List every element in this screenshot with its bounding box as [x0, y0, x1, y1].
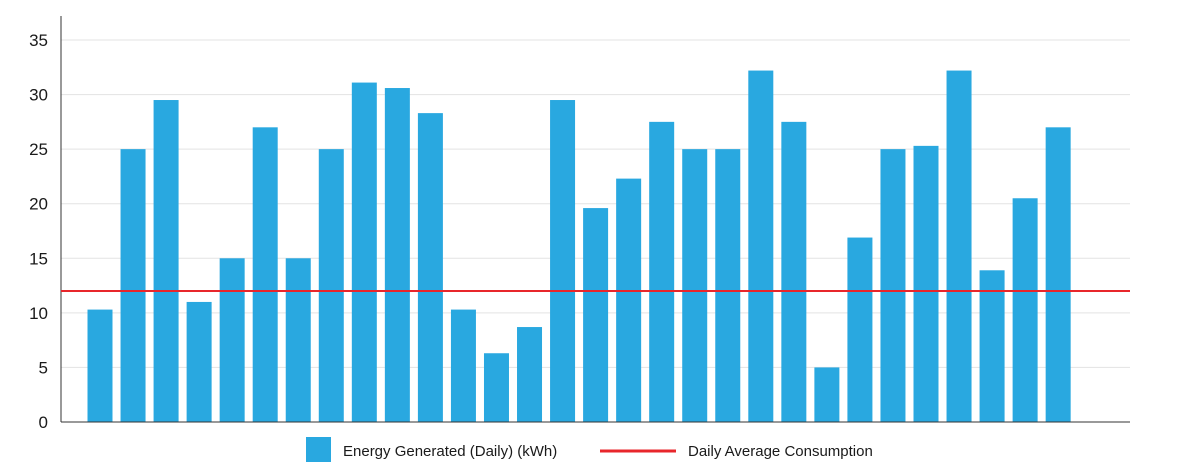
- bar: [483, 353, 509, 422]
- bar: [1012, 198, 1038, 422]
- y-axis-ticks: 0 5 10 15 20 25 30 35: [29, 31, 48, 432]
- bar: [186, 301, 212, 422]
- bar: [550, 100, 576, 423]
- bar: [219, 258, 245, 422]
- legend-label-energy: Energy Generated (Daily) (kWh): [343, 443, 557, 460]
- bar: [153, 100, 179, 423]
- bar: [682, 149, 708, 422]
- bar: [252, 127, 278, 423]
- bar: [715, 149, 741, 422]
- bar: [318, 149, 344, 422]
- bar: [583, 208, 609, 422]
- bar: [120, 149, 146, 422]
- legend-bar-swatch: [306, 437, 331, 462]
- bar: [814, 367, 840, 422]
- y-tick-label: 0: [39, 413, 48, 432]
- bar: [847, 237, 873, 422]
- bar: [979, 270, 1005, 422]
- bar: [946, 70, 972, 422]
- bar: [351, 82, 377, 423]
- y-tick-label: 15: [29, 249, 48, 268]
- bar: [87, 309, 113, 422]
- bar: [384, 88, 410, 422]
- bar: [913, 145, 939, 422]
- bar: [285, 258, 311, 422]
- bar: [517, 327, 543, 422]
- y-tick-label: 10: [29, 304, 48, 323]
- y-tick-label: 35: [29, 31, 48, 50]
- y-tick-label: 25: [29, 140, 48, 159]
- bar: [450, 309, 476, 422]
- y-tick-label: 5: [39, 358, 48, 377]
- bar: [1045, 127, 1071, 423]
- bar: [649, 121, 675, 422]
- y-tick-label: 20: [29, 195, 48, 214]
- bar: [880, 149, 906, 422]
- bar: [417, 113, 443, 422]
- bar: [748, 70, 774, 422]
- bar-series: [87, 70, 1071, 423]
- bar: [781, 121, 807, 422]
- bar: [616, 178, 642, 422]
- legend-label-average: Daily Average Consumption: [688, 443, 873, 460]
- y-tick-label: 30: [29, 86, 48, 105]
- legend: Energy Generated (Daily) (kWh) Daily Ave…: [306, 437, 873, 462]
